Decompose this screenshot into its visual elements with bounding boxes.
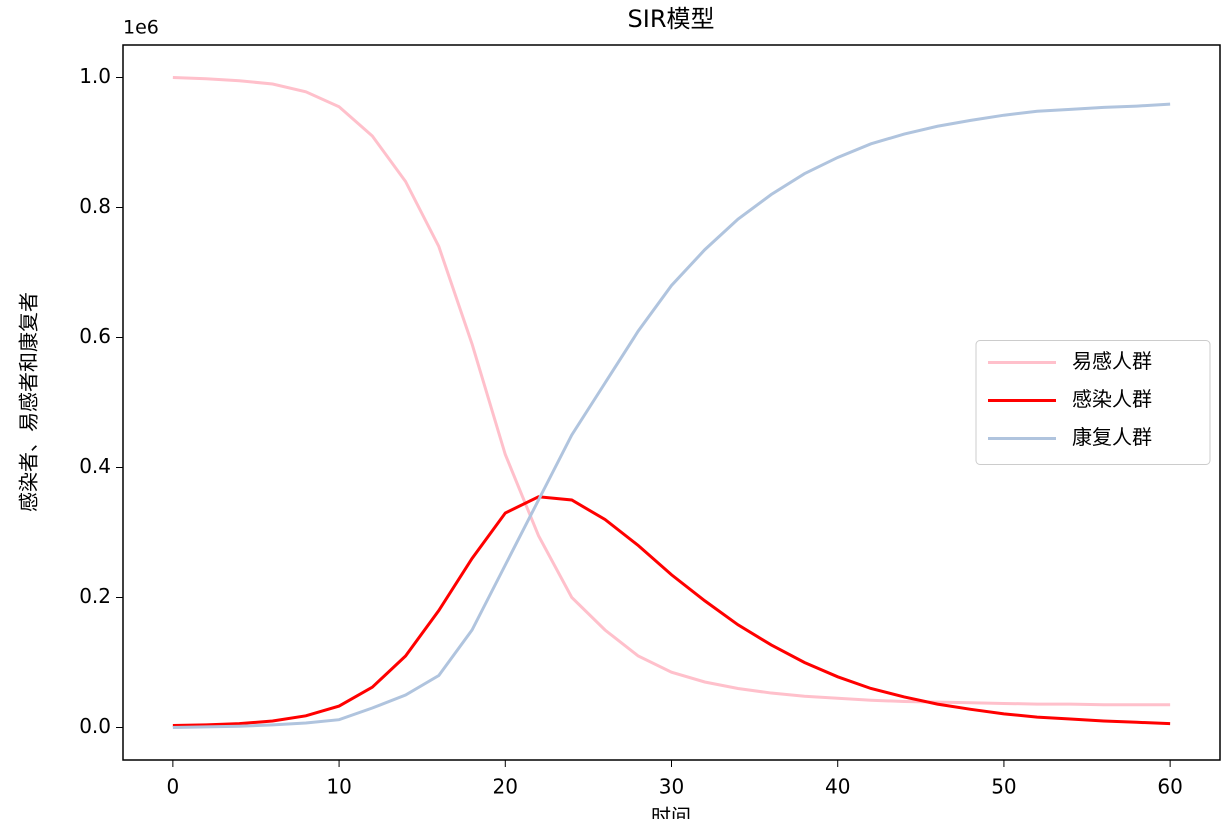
legend-label: 易感人群 xyxy=(1072,349,1152,373)
x-tick-label: 20 xyxy=(493,775,518,799)
series-line xyxy=(172,102,1171,729)
legend-label: 康复人群 xyxy=(1072,425,1152,449)
y-tick-label: 0.2 xyxy=(79,584,111,608)
y-tick-label: 0.0 xyxy=(79,714,111,738)
x-tick-label: 10 xyxy=(326,775,351,799)
x-tick-label: 0 xyxy=(166,775,179,799)
series-line xyxy=(172,495,1171,728)
x-tick-label: 60 xyxy=(1157,775,1182,799)
y-axis-label: 感染者、易感者和康复者 xyxy=(17,292,41,512)
offset-text: 1e6 xyxy=(123,17,159,39)
y-tick-label: 0.8 xyxy=(79,194,111,218)
x-axis-label: 时间 xyxy=(651,805,691,819)
x-tick-label: 40 xyxy=(825,775,850,799)
y-tick-label: 0.6 xyxy=(79,324,111,348)
legend-label: 感染人群 xyxy=(1072,387,1152,411)
x-tick-label: 30 xyxy=(659,775,684,799)
chart-title: SIR模型 xyxy=(628,5,715,33)
plot-frame xyxy=(122,44,1221,761)
legend-box xyxy=(975,340,1211,465)
y-tick-label: 0.4 xyxy=(79,454,111,478)
y-tick-label: 1.0 xyxy=(79,64,111,88)
series-line xyxy=(172,76,1171,707)
x-tick-label: 50 xyxy=(991,775,1016,799)
